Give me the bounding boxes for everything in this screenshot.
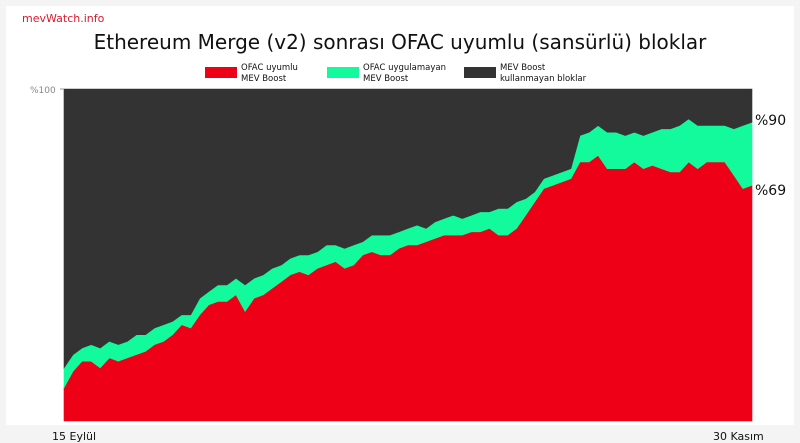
legend-swatch-ofac-compliant <box>205 67 237 78</box>
area-no-mev-boost <box>63 88 753 369</box>
legend-label-ofac-compliant: OFAC uyumlu MEV Boost <box>241 63 298 84</box>
x-axis-end-label: 30 Kasım <box>713 430 764 443</box>
chart-title: Ethereum Merge (v2) sonrası OFAC uyumlu … <box>93 30 707 54</box>
y-axis-tick-100: %100 <box>30 86 56 96</box>
legend-item-ofac-compliant[interactable]: OFAC uyumlu MEV Boost <box>205 63 298 85</box>
x-axis-start-label: 15 Eylül <box>52 430 97 443</box>
legend: OFAC uyumlu MEV Boost OFAC uygulamayan M… <box>0 63 800 91</box>
legend-swatch-no-mev-boost <box>464 67 496 78</box>
legend-swatch-non-ofac <box>327 67 359 78</box>
legend-item-no-mev-boost[interactable]: MEV Boost kullanmayan bloklar <box>464 63 586 85</box>
brand-label: mevWatch.info <box>22 12 105 25</box>
legend-item-non-ofac[interactable]: OFAC uygulamayan MEV Boost <box>327 63 446 85</box>
legend-label-no-mev-boost: MEV Boost kullanmayan bloklar <box>500 63 587 84</box>
annotation-69: %69 <box>755 182 787 199</box>
legend-label-non-ofac: OFAC uygulamayan MEV Boost <box>363 63 446 84</box>
annotation-90: %90 <box>755 113 787 130</box>
